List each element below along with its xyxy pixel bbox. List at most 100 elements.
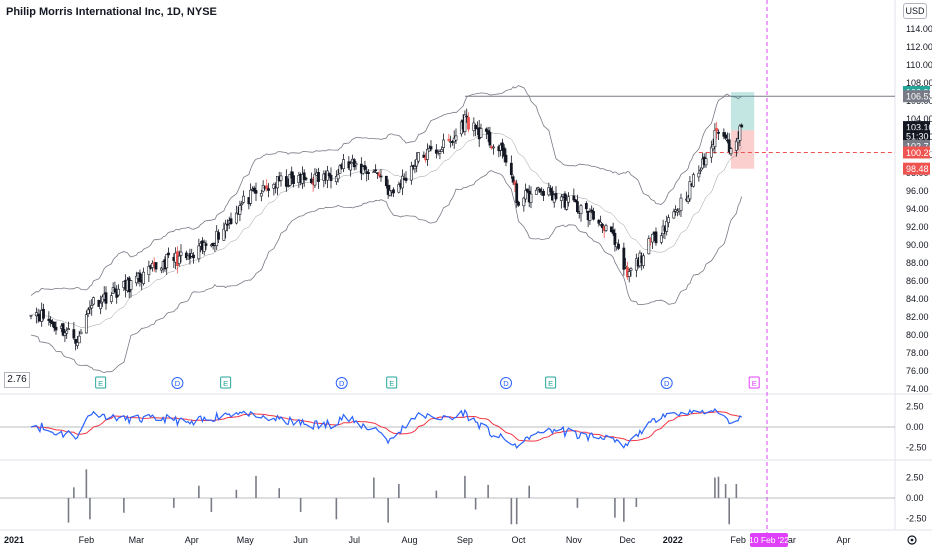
candle-body <box>313 173 317 186</box>
candle-body <box>47 318 51 321</box>
loss-zone <box>730 130 755 169</box>
candle-body <box>113 288 117 293</box>
candle-body <box>642 255 645 266</box>
time-tick-label: Feb <box>79 535 95 545</box>
candle-body <box>717 131 720 134</box>
time-tick-label: Mar <box>780 535 796 545</box>
candle-body <box>252 187 256 192</box>
osc-signal-line <box>30 411 742 442</box>
histogram-bar <box>635 498 638 508</box>
candle-body <box>484 128 488 132</box>
candle-body <box>604 225 608 231</box>
candle-body <box>202 242 206 252</box>
histogram-bar <box>724 484 727 498</box>
histogram-bar <box>623 498 625 522</box>
hist-tick-label: -2.50 <box>906 514 927 524</box>
candle-body <box>267 188 270 191</box>
time-tick-label: Aug <box>402 535 418 545</box>
candle-body <box>504 154 508 163</box>
candle-body <box>692 174 695 187</box>
candle-body <box>117 288 120 296</box>
hist-tick-label: 2.50 <box>906 473 924 483</box>
candle-body <box>738 125 742 141</box>
candle-body <box>138 272 142 282</box>
candle-body <box>238 205 242 215</box>
candle-body <box>379 175 383 178</box>
candle-body <box>52 321 56 329</box>
candle-body <box>501 142 504 151</box>
candle-body <box>290 171 294 179</box>
candle-body <box>336 174 340 180</box>
histogram-bar <box>278 488 281 498</box>
event-marker-label: D <box>664 379 670 388</box>
candle-body <box>234 212 238 224</box>
candle-body <box>629 268 633 271</box>
event-marker-label: E <box>548 379 553 388</box>
candle-body <box>74 339 78 344</box>
candle-body <box>63 332 67 336</box>
candle-body <box>265 185 269 189</box>
candle-body <box>109 295 113 303</box>
candle-body <box>529 193 533 203</box>
price-tick-label: 96.00 <box>906 186 929 196</box>
candle-body <box>384 175 388 187</box>
candle-body <box>54 326 58 331</box>
candle-body <box>204 243 208 246</box>
price-tick-label: 90.00 <box>906 240 929 250</box>
candle-body <box>729 148 733 155</box>
candle-body <box>454 135 458 141</box>
candle-body <box>84 314 88 334</box>
dividend-marker-icon <box>171 377 184 389</box>
histogram-bar <box>435 490 438 498</box>
candle-body <box>372 171 376 173</box>
event-marker-label: D <box>339 379 345 388</box>
histogram-bar <box>85 469 88 498</box>
candle-body <box>34 312 38 317</box>
candles <box>29 108 744 351</box>
histogram-bar <box>210 498 213 512</box>
candle-body <box>374 169 378 172</box>
currency-button[interactable]: USD <box>903 3 927 19</box>
time-tick-label: Nov <box>566 535 583 545</box>
candle-body <box>624 265 628 268</box>
dividend-marker-icon <box>499 377 512 389</box>
candle-body <box>292 175 295 184</box>
candle-body <box>76 342 79 347</box>
price-tick-label: 78.00 <box>906 348 929 358</box>
candle-body <box>177 255 181 264</box>
histogram-bar <box>255 475 257 498</box>
price-label-badge <box>903 130 930 143</box>
earnings-marker-icon <box>220 376 232 389</box>
candle-body <box>697 172 701 178</box>
candle-body <box>429 146 433 150</box>
candle-body <box>479 128 483 138</box>
candle-body <box>276 175 279 189</box>
candle-body <box>417 152 420 162</box>
event-marker-label: D <box>503 379 509 388</box>
histogram-bar <box>387 498 389 523</box>
time-tick-label: 2021 <box>4 535 24 545</box>
candle-body <box>427 148 431 152</box>
dividend-marker-icon <box>660 377 673 389</box>
candle-body <box>672 211 676 219</box>
settings-gear-icon[interactable] <box>907 535 917 545</box>
candle-body <box>192 254 195 259</box>
price-label-text: 103.10 <box>906 123 932 133</box>
candle-body <box>572 195 576 201</box>
osc-tick-label: 2.50 <box>906 402 924 412</box>
candle-body <box>511 176 515 183</box>
candle-body <box>284 176 288 187</box>
candle-body <box>86 309 90 314</box>
candle-body <box>240 203 244 206</box>
candle-body <box>222 228 226 241</box>
candle-body <box>367 172 370 174</box>
histogram-bar <box>299 498 302 512</box>
candle-body <box>413 166 417 170</box>
histogram-bar <box>198 485 200 498</box>
candle-body <box>715 128 719 132</box>
candle-body <box>617 243 620 249</box>
candle-body <box>502 147 506 157</box>
price-tick-label: 114.00 <box>906 24 932 34</box>
midline <box>30 132 742 328</box>
